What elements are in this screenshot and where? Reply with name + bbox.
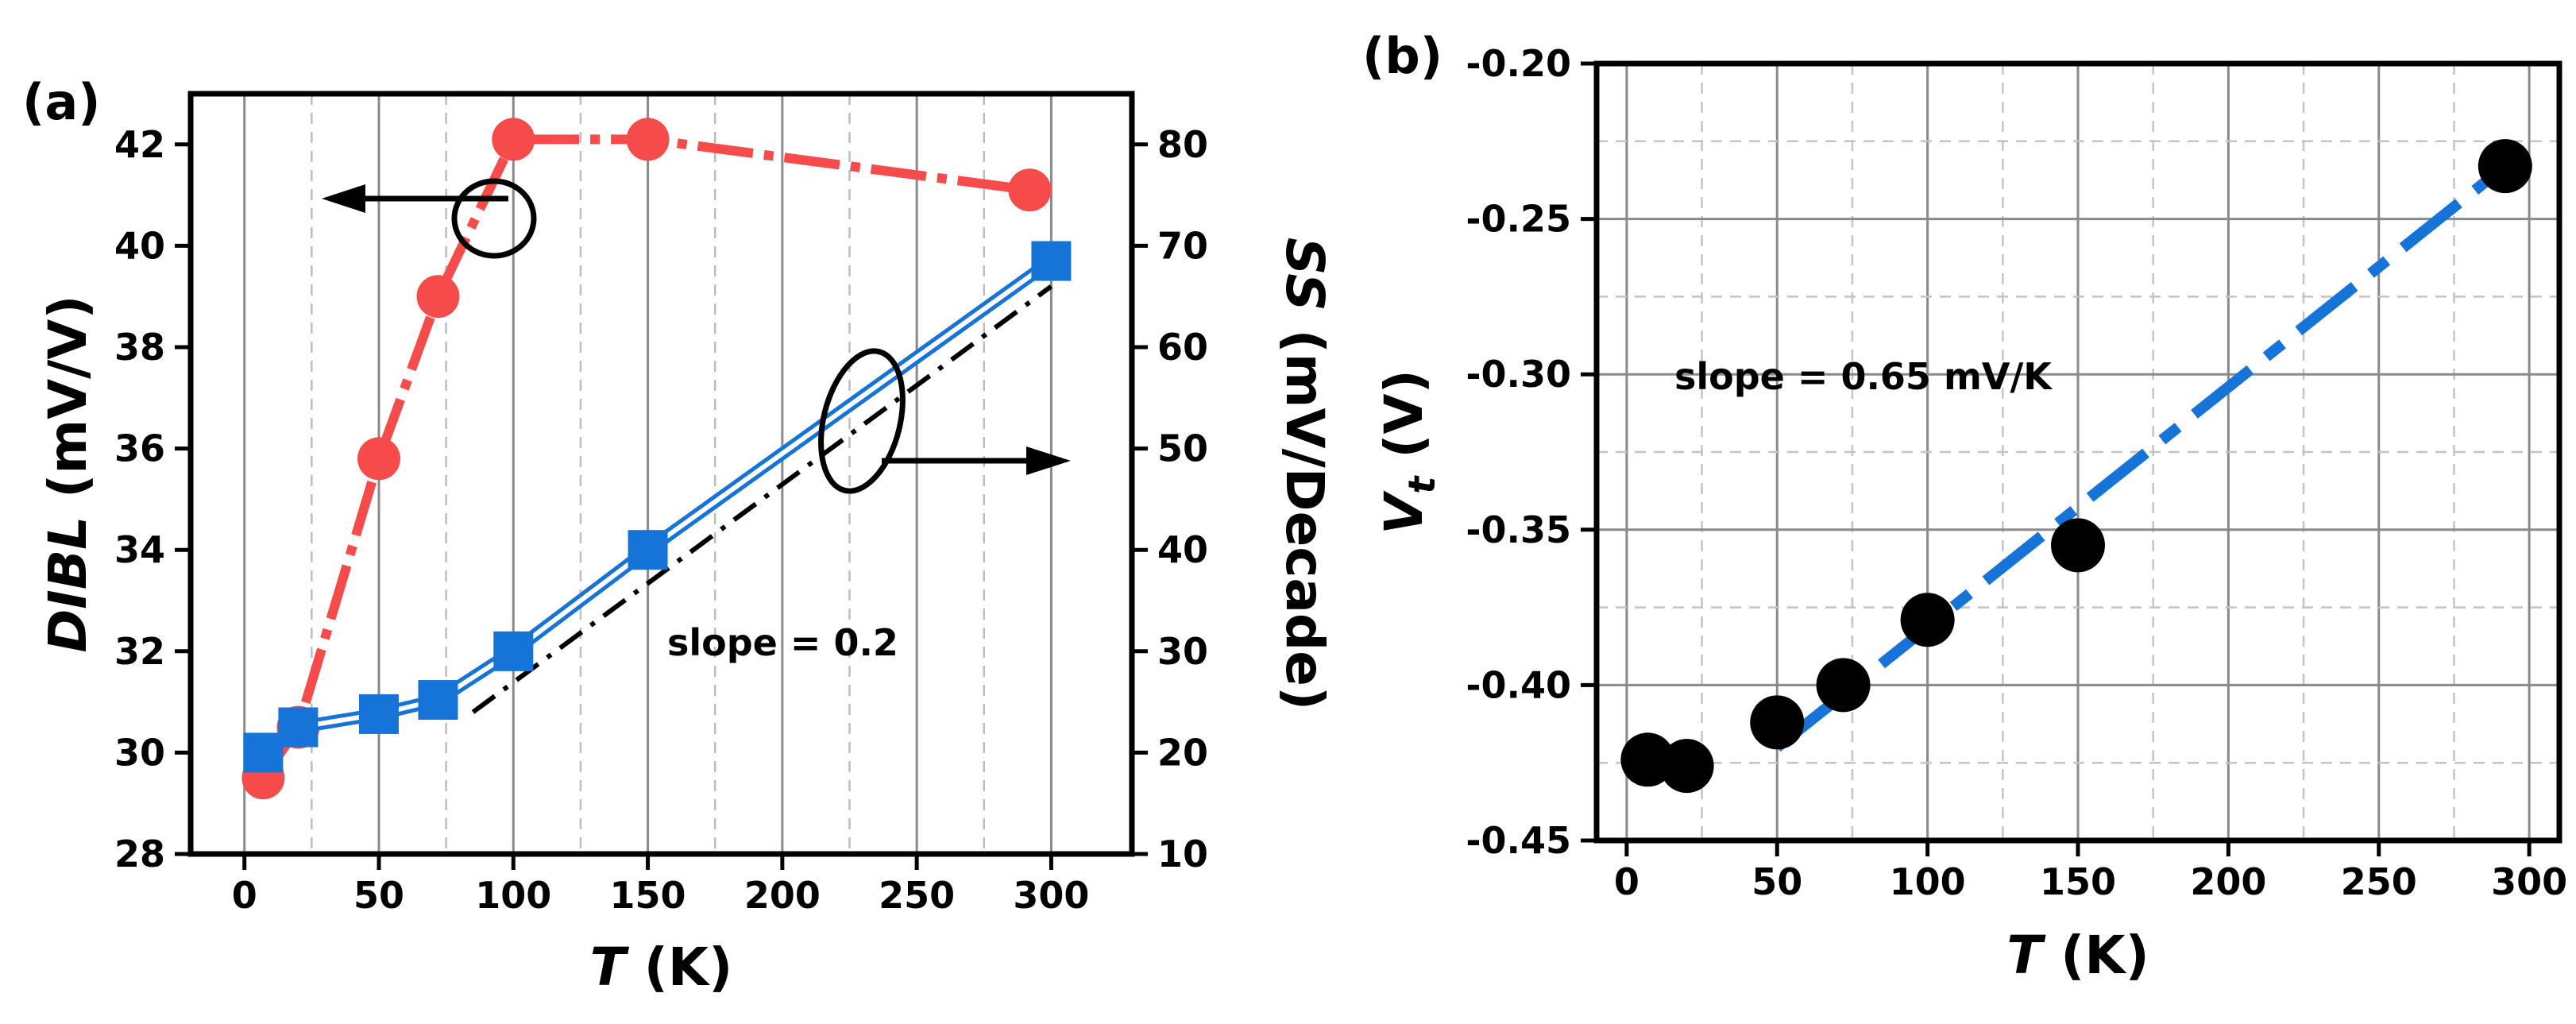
x-tick-label: 0	[232, 874, 257, 917]
panel-label: (b)	[1362, 27, 1442, 85]
annotation-ellipse-dibl	[451, 178, 537, 259]
y-axis-unit-right: (mV/Decade)	[1274, 311, 1335, 710]
y-tick-label: -0.25	[1466, 198, 1571, 241]
x-tick-label: 100	[475, 874, 551, 917]
y-axis-subscript: t	[1400, 475, 1443, 494]
data-point-ss	[418, 680, 458, 721]
x-tick-label: 300	[1013, 874, 1089, 917]
plot-frame	[187, 91, 1135, 857]
arrow-left-head	[322, 184, 365, 213]
y-tick-label-right: 20	[1157, 731, 1208, 774]
y-axis-variable-right: SS	[1274, 238, 1335, 311]
panel-b: 0 50 100 150 200 250 300 -0.45 -0.40 -0.35 -0.30 -0…	[1362, 27, 2567, 986]
y-tick-label: -0.40	[1466, 663, 1571, 706]
data-point-dibl	[492, 118, 535, 161]
data-point-vt	[1900, 593, 1955, 647]
x-tick-label: 0	[1614, 860, 1639, 903]
panel-a: 0 50 100 150 200 250 300 28 30 32 34 36 38 40 42 10 20 30…	[22, 73, 1335, 998]
y-tick-label-left: 38	[114, 326, 165, 369]
y-axis-title-right: SS (mV/Decade)	[1274, 238, 1335, 710]
y-axis-unit-left: (mV/V)	[37, 295, 98, 516]
data-point-vt	[2051, 518, 2105, 573]
x-axis-variable: T	[2006, 925, 2046, 986]
data-point-dibl	[357, 437, 400, 481]
fit-line	[1773, 161, 2509, 752]
x-tick-label: 200	[744, 874, 821, 917]
y-tick-label: -0.35	[1466, 508, 1571, 551]
y-tick-label-right: 10	[1157, 833, 1208, 875]
x-tick-label: 250	[879, 874, 955, 917]
y-axis-title-left: DIBL (mV/V)	[37, 295, 98, 652]
data-point-ss	[628, 530, 668, 570]
y-tick-label-right: 80	[1157, 123, 1208, 166]
x-tick-label: 150	[2040, 860, 2116, 903]
y-tick-label-left: 30	[114, 731, 165, 774]
data-point-dibl	[626, 118, 670, 161]
y-tick-label-right: 30	[1157, 630, 1208, 673]
x-tick-label: 150	[610, 874, 686, 917]
data-point-ss	[243, 732, 284, 773]
x-tick-label: 250	[2341, 860, 2417, 903]
y-axis-variable-left: DIBL	[37, 516, 98, 653]
y-tick-label-left: 34	[114, 528, 165, 571]
data-point-vt	[2478, 139, 2532, 194]
series-line-ss-inner	[261, 259, 1053, 755]
y-tick-label: -0.20	[1466, 42, 1571, 85]
x-tick-label: 200	[2190, 860, 2266, 903]
data-point-dibl	[1008, 168, 1052, 212]
x-tick-label: 100	[1890, 860, 1966, 903]
x-tick-label: 300	[2491, 860, 2567, 903]
slope-reference-line	[471, 284, 1053, 714]
slope-annotation: slope = 0.2	[667, 621, 898, 664]
x-axis-unit: (K)	[626, 937, 732, 998]
data-point-vt	[1816, 658, 1871, 713]
data-point-ss	[359, 694, 399, 734]
y-axis-unit: (V)	[1373, 369, 1435, 476]
y-tick-label-left: 36	[114, 427, 165, 470]
panel-label: (a)	[22, 73, 101, 131]
data-point-ss	[278, 707, 319, 748]
y-tick-label: -0.30	[1466, 353, 1571, 396]
y-tick-label-left: 40	[114, 224, 165, 267]
y-tick-label-left: 28	[114, 833, 165, 875]
y-tick-label-left: 32	[114, 630, 165, 673]
x-tick-label: 50	[353, 874, 404, 917]
y-tick-label-right: 40	[1157, 528, 1208, 571]
data-point-ss	[493, 631, 534, 671]
y-tick-label: -0.45	[1466, 819, 1571, 862]
x-axis-title: T (K)	[590, 937, 732, 998]
data-point-vt	[1659, 739, 1714, 794]
x-tick-label: 50	[1751, 860, 1802, 903]
y-tick-label-right: 50	[1157, 427, 1208, 470]
y-tick-label-left: 42	[114, 123, 165, 166]
annotation-ellipse-ss	[818, 348, 906, 494]
data-point-vt	[1750, 695, 1805, 750]
y-axis-variable: V	[1373, 490, 1435, 535]
data-point-dibl	[416, 275, 460, 319]
arrow-right-head	[1026, 446, 1071, 475]
x-axis-title: T (K)	[2006, 925, 2149, 986]
series-line-ss	[259, 256, 1056, 758]
y-tick-label-right: 60	[1157, 326, 1208, 369]
y-tick-label-right: 70	[1157, 224, 1208, 267]
x-axis-variable: T	[590, 937, 630, 998]
x-axis-unit: (K)	[2042, 925, 2149, 986]
y-axis-title: Vt (V)	[1373, 369, 1443, 534]
slope-annotation: slope = 0.65 mV/K	[1674, 355, 2053, 398]
data-point-ss	[1031, 241, 1072, 281]
